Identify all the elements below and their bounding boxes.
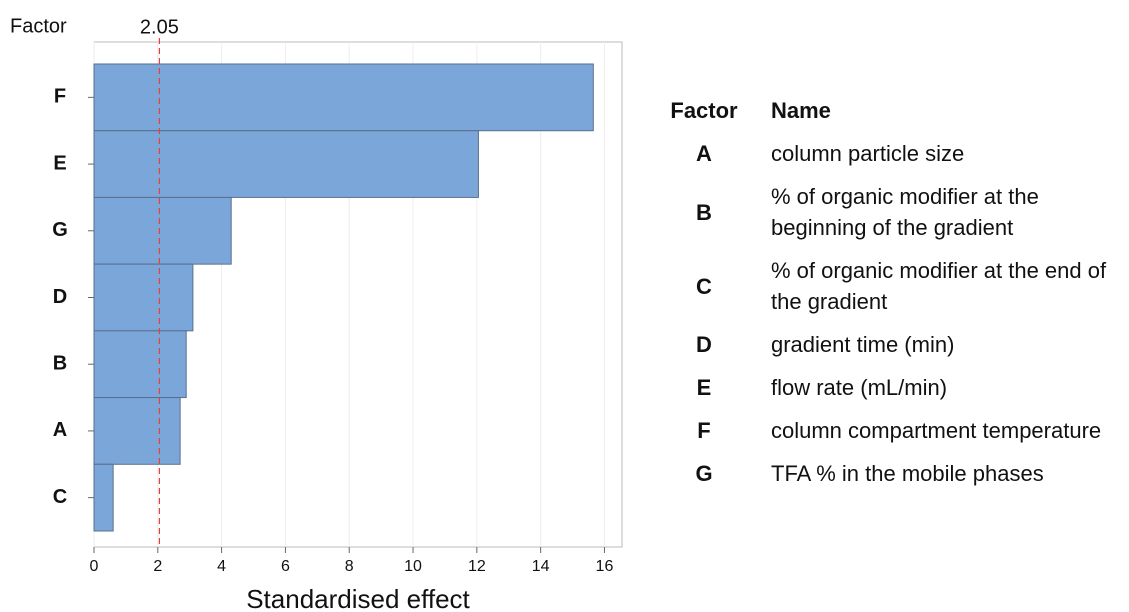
bar [93,196,232,265]
y-axis-label: Factor [10,15,67,37]
y-tick-label: B [53,352,67,374]
y-tick-label: F [54,86,66,108]
bar [93,63,594,132]
header-cell: Factor [670,98,738,123]
x-tick-label: 4 [217,558,226,575]
x-tick-label: 12 [468,558,486,575]
table-cell: TFA % in the mobile phases [771,461,1044,486]
table-row: C % of organic modifier at the end of the… [654,255,1129,317]
table-cell: column particle size [771,141,965,166]
table-cell: C [696,273,712,299]
x-axis-label: Standardised effect [246,584,470,612]
table-cell: F [697,418,711,443]
table-cell: column compartment temperature [771,418,1102,443]
table-cell: A [696,141,712,166]
table-cell: D [696,332,712,357]
x-tick-label: 16 [596,558,614,575]
table-cell: G [695,461,713,486]
x-tick-label: 8 [345,558,354,575]
table-header: Factor Name [654,95,1129,126]
table-cell: gradient time (min) [771,332,955,357]
table-cell: flow rate (mL/min) [771,375,948,400]
y-tick-label: E [53,152,66,174]
y-tick-label: D [53,286,67,308]
table-cell: % of organic modifier at the end of the … [771,258,1107,314]
table-row: B % of organic modifier at the beginning … [654,181,1129,243]
header-cell: Name [771,98,831,123]
x-tick-label: 6 [281,558,290,575]
table-cell: B [696,199,712,225]
x-tick-label: 2 [153,558,162,575]
x-tick-label: 0 [90,558,99,575]
y-tick-label: C [53,486,67,508]
bar [93,397,181,465]
bar [93,330,187,399]
table-row: G TFA % in the mobile phases [654,458,1129,489]
y-tick-label: A [53,419,67,441]
x-tick-label: 14 [532,558,550,575]
bar [93,463,114,532]
y-tick-label: G [52,219,68,241]
table-cell: E [696,375,712,400]
bar [93,263,194,332]
table-cell: % of organic modifier at the beginning o… [771,184,1039,240]
x-tick-label: 10 [404,558,422,575]
chart: Factor Standardised effect 0 2 4 6 8 10 12 14 16… [10,15,623,612]
reference-label: 2.05 [140,16,179,38]
bar [93,130,479,198]
